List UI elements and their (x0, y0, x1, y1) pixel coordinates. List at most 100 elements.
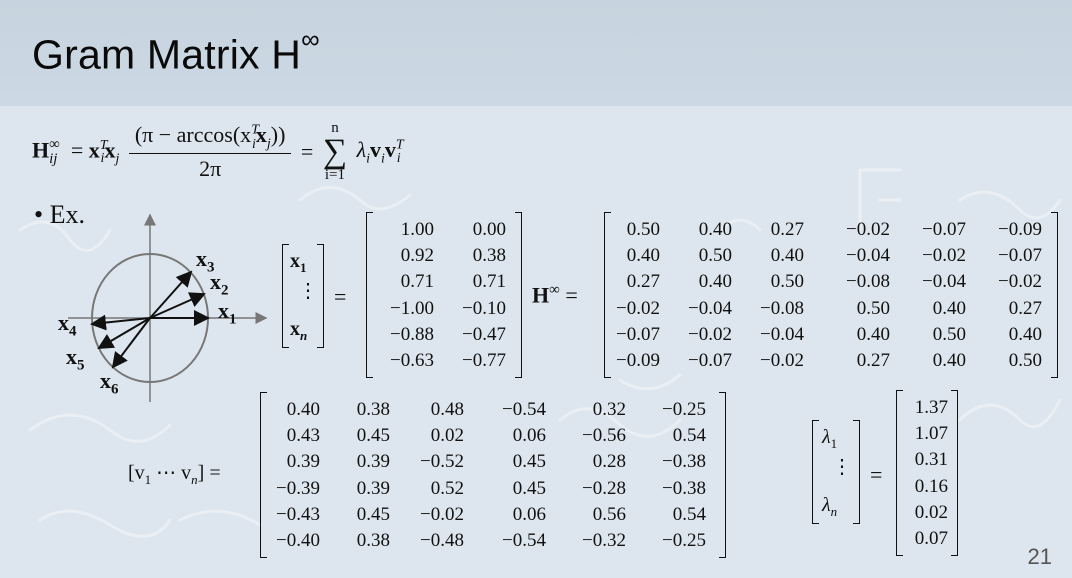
label-x5: x5 (66, 344, 85, 374)
h-matrix-cell: 0.27 (770, 218, 804, 240)
h-matrix-cell: 0.50 (1008, 350, 1042, 372)
v-matrix-cell: 0.28 (592, 451, 626, 473)
slide-title: Gram Matrix H∞ (32, 24, 320, 78)
page-number: 21 (1027, 544, 1052, 569)
h-matrix-cell: 0.40 (626, 244, 660, 266)
title-band (0, 0, 1072, 106)
x-matrix-cell: −1.00 (390, 297, 434, 319)
h-matrix-cell: −0.09 (616, 350, 660, 372)
v-matrix-cell: 0.32 (592, 398, 626, 420)
eigenvalue-cell: 1.07 (914, 422, 948, 444)
v-matrix-cell: 0.52 (430, 477, 464, 499)
h-matrix-cell: 0.50 (856, 297, 890, 319)
v-matrix-cell: 0.06 (512, 424, 546, 446)
x-matrix-cell: −0.63 (390, 350, 434, 372)
h-matrix-cell: −0.08 (760, 297, 804, 319)
h-matrix-cell: −0.02 (922, 244, 966, 266)
h-matrix-cell: −0.02 (688, 323, 732, 345)
v-matrix-cell: 0.40 (286, 398, 320, 420)
eigenvalue-cell: 1.37 (914, 396, 948, 418)
eigenvector-matrix: 0.40 0.38 0.48 −0.54 0.32 −0.25 0.43 0.45 0.02 0.… (260, 392, 726, 558)
h-matrix-cell: −0.02 (846, 218, 890, 240)
h-matrix-cell: −0.02 (760, 350, 804, 372)
example-bullet: • Ex. (34, 200, 85, 229)
label-x6: x6 (100, 368, 119, 398)
eigenvalue-cell: 0.16 (914, 475, 948, 497)
v-matrix-cell: 0.39 (356, 477, 390, 499)
eigenvalue-cell: 0.31 (914, 449, 948, 471)
v-matrix-cell: −0.02 (420, 503, 464, 525)
v-matrix-cell: 0.48 (430, 398, 464, 420)
v-matrix-label: [v1 ⋯ vn] = (128, 462, 221, 487)
x-matrix-cell: 1.00 (400, 218, 434, 240)
h-matrix-cell: −0.04 (846, 244, 890, 266)
h-matrix-cell: 0.40 (932, 297, 966, 319)
formula-lhs: H (32, 136, 50, 162)
lambda-vector-lhs: λ1 ⋮ λn (812, 420, 860, 524)
h-matrix-cell: 0.40 (698, 218, 732, 240)
v-matrix-cell: −0.39 (276, 477, 320, 499)
v-matrix-cell: 0.38 (356, 398, 390, 420)
v-matrix-cell: 0.38 (356, 530, 390, 552)
v-matrix-cell: 0.39 (286, 451, 320, 473)
v-matrix-cell: 0.43 (286, 424, 320, 446)
x-matrix-cell: 0.71 (472, 271, 506, 293)
h-matrix-cell: −0.08 (846, 271, 890, 293)
h-matrix-cell: 0.50 (626, 218, 660, 240)
h-matrix-cell: −0.04 (922, 271, 966, 293)
v-matrix-cell: −0.25 (662, 530, 706, 552)
x-matrix-cell: 0.71 (400, 271, 434, 293)
label-x3: x3 (196, 246, 215, 276)
h-matrix-cell: −0.04 (760, 323, 804, 345)
h-matrix-cell: −0.07 (922, 218, 966, 240)
vector-x5 (97, 317, 151, 350)
label-x1: x1 (218, 298, 237, 328)
v-matrix-cell: −0.54 (502, 398, 546, 420)
v-matrix-cell: −0.38 (662, 451, 706, 473)
h-matrix-cell: −0.02 (616, 297, 660, 319)
h-matrix-cell: 0.40 (770, 244, 804, 266)
h-matrix-cell: 0.50 (932, 323, 966, 345)
h-matrix-cell: −0.04 (688, 297, 732, 319)
lambda-equals: = (870, 462, 883, 487)
v-matrix-cell: 0.45 (512, 451, 546, 473)
v-matrix-cell: 0.06 (512, 503, 546, 525)
label-x4: x4 (58, 310, 77, 340)
x-matrix-cell: 0.00 (472, 218, 506, 240)
h-matrix-cell: 0.40 (1008, 323, 1042, 345)
v-matrix-cell: 0.56 (592, 503, 626, 525)
x-vector-lhs: x1 ⋮ xn (282, 244, 324, 348)
vector-x6 (111, 317, 151, 369)
h-matrix-cell: 0.50 (770, 271, 804, 293)
v-matrix-cell: −0.40 (276, 530, 320, 552)
v-matrix-cell: 0.54 (672, 424, 706, 446)
v-matrix-cell: 0.45 (356, 424, 390, 446)
x-matrix-cell: −0.47 (462, 323, 506, 345)
h-matrix-cell: −0.02 (998, 271, 1042, 293)
v-matrix-cell: 0.45 (512, 477, 546, 499)
h-matrix-cell: 0.40 (698, 271, 732, 293)
h-matrix-cell: 0.27 (856, 350, 890, 372)
v-matrix-cell: 0.02 (430, 424, 464, 446)
formula-fraction: (π − arccos(xTixj)) 2π (128, 122, 292, 181)
x-matrix-cell: 0.38 (472, 244, 506, 266)
h-matrix-cell: 0.50 (698, 244, 732, 266)
vector-x2 (149, 292, 206, 319)
v-matrix-cell: 0.54 (672, 503, 706, 525)
v-matrix-cell: −0.48 (420, 530, 464, 552)
h-matrix-cell: 0.27 (626, 271, 660, 293)
v-matrix-cell: −0.28 (582, 477, 626, 499)
gram-formula: H∞ ij = xTixj (π − arccos(xTixj)) 2π = n … (32, 120, 404, 183)
h-matrix-cell: −0.07 (616, 323, 660, 345)
vector-x3 (149, 270, 193, 319)
h-matrix-cell: 0.40 (932, 350, 966, 372)
v-matrix-cell: −0.52 (420, 451, 464, 473)
label-x2: x2 (210, 269, 229, 299)
h-matrix-cell: 0.27 (1008, 297, 1042, 319)
h-matrix-cell: 0.40 (856, 323, 890, 345)
h-matrix-cell: −0.07 (998, 244, 1042, 266)
v-matrix-cell: −0.56 (582, 424, 626, 446)
x-matrix-cell: −0.10 (462, 297, 506, 319)
v-matrix-cell: −0.43 (276, 503, 320, 525)
x-equals: = (334, 284, 347, 309)
